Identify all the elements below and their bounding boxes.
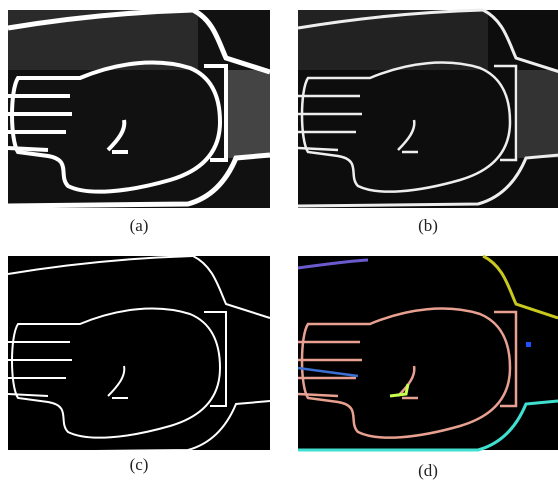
caption: (d) (418, 461, 438, 480)
texture (298, 10, 488, 70)
texture (228, 70, 270, 158)
panel-c (8, 256, 270, 452)
image-background (8, 256, 270, 450)
caption: (b) (418, 216, 438, 235)
caption: (c) (130, 455, 149, 474)
image-background (298, 256, 558, 450)
figure: (a) (b) (c) (d) (0, 0, 558, 486)
texture (518, 70, 558, 158)
page: (a) (b) (c) (d) (() => { const data = JS… (0, 0, 558, 486)
blob (526, 342, 531, 347)
panel-d (298, 256, 558, 450)
panel-b (298, 10, 558, 208)
texture (8, 10, 198, 70)
caption: (a) (130, 216, 149, 235)
panel-a (8, 10, 270, 208)
